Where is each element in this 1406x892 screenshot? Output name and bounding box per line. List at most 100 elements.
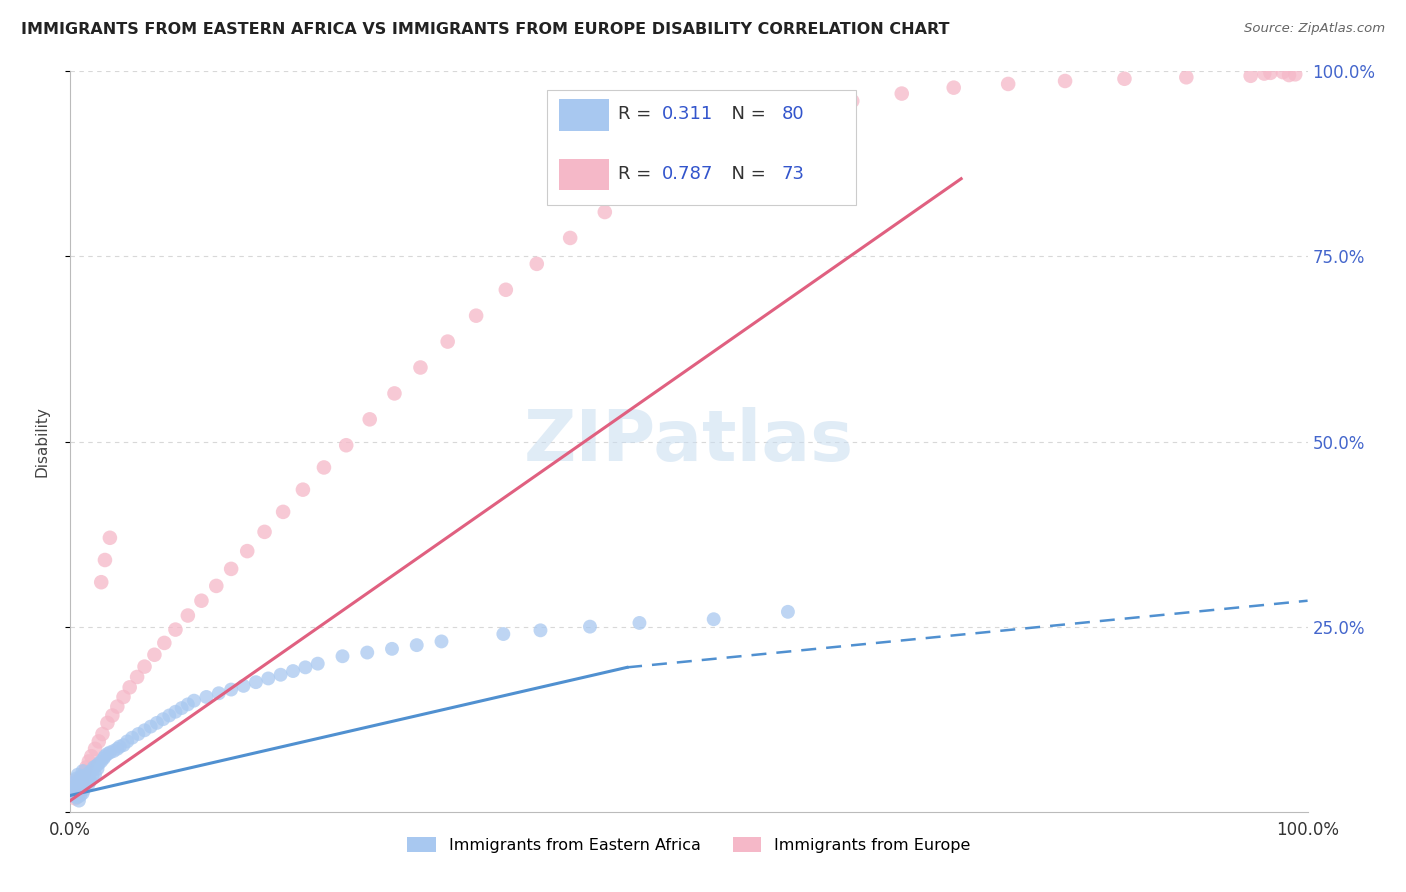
Point	[69, 772, 91, 786]
Point	[1054, 74, 1077, 88]
Point	[335, 438, 357, 452]
Point	[91, 727, 114, 741]
Point	[118, 681, 141, 695]
Point	[232, 679, 254, 693]
Point	[1175, 70, 1198, 85]
Point	[1240, 69, 1263, 83]
Point	[66, 789, 89, 804]
Point	[73, 767, 96, 781]
Point	[134, 659, 156, 673]
Text: IMMIGRANTS FROM EASTERN AFRICA VS IMMIGRANTS FROM EUROPE DISABILITY CORRELATION : IMMIGRANTS FROM EASTERN AFRICA VS IMMIGR…	[21, 22, 949, 37]
Point	[127, 670, 149, 684]
Point	[628, 615, 651, 630]
Point	[593, 205, 616, 219]
Point	[776, 605, 799, 619]
Point	[90, 755, 112, 769]
Point	[253, 524, 276, 539]
Point	[67, 784, 90, 798]
Point	[281, 664, 304, 678]
Point	[70, 778, 93, 792]
Point	[83, 760, 105, 774]
FancyBboxPatch shape	[547, 90, 856, 204]
Point	[152, 712, 174, 726]
FancyBboxPatch shape	[560, 100, 609, 130]
Point	[270, 667, 292, 681]
Point	[72, 773, 94, 788]
Point	[332, 649, 354, 664]
Point	[526, 257, 548, 271]
Point	[90, 575, 112, 590]
Point	[177, 698, 200, 712]
Point	[381, 641, 404, 656]
Point	[65, 775, 87, 789]
Point	[62, 784, 84, 798]
Point	[77, 755, 100, 769]
Point	[63, 776, 86, 790]
Point	[86, 762, 108, 776]
Point	[271, 505, 294, 519]
Point	[105, 699, 128, 714]
Point	[165, 623, 187, 637]
Point	[170, 701, 193, 715]
Point	[245, 675, 267, 690]
Point	[257, 672, 280, 686]
Point	[236, 544, 259, 558]
Point	[146, 715, 169, 730]
Point	[707, 138, 730, 153]
Point	[79, 773, 101, 788]
Point	[108, 739, 131, 754]
Point	[153, 636, 176, 650]
Point	[65, 789, 87, 804]
Point	[69, 780, 91, 795]
Point	[356, 646, 378, 660]
Point	[69, 789, 91, 803]
Point	[69, 773, 91, 788]
Point	[219, 682, 242, 697]
Point	[67, 784, 90, 798]
Point	[384, 386, 406, 401]
Point	[72, 786, 94, 800]
Point	[177, 608, 200, 623]
Point	[77, 766, 100, 780]
Text: 0.787: 0.787	[662, 164, 713, 183]
Point	[529, 624, 551, 638]
Point	[165, 705, 187, 719]
Point	[495, 283, 517, 297]
Point	[66, 786, 89, 800]
Text: Source: ZipAtlas.com: Source: ZipAtlas.com	[1244, 22, 1385, 36]
Point	[1271, 65, 1294, 79]
Point	[77, 776, 100, 790]
Point	[63, 779, 86, 793]
Point	[84, 741, 107, 756]
Point	[75, 779, 97, 793]
Point	[841, 94, 863, 108]
Point	[405, 638, 427, 652]
Point	[66, 767, 89, 781]
Point	[183, 694, 205, 708]
Point	[190, 593, 212, 607]
Point	[75, 760, 97, 774]
Point	[749, 120, 772, 134]
Point	[65, 772, 87, 786]
Point	[87, 756, 110, 771]
Point	[103, 744, 125, 758]
Point	[93, 751, 115, 765]
Legend: Immigrants from Eastern Africa, Immigrants from Europe: Immigrants from Eastern Africa, Immigran…	[401, 830, 977, 859]
Point	[127, 727, 149, 741]
Point	[703, 612, 725, 626]
FancyBboxPatch shape	[560, 159, 609, 190]
Point	[67, 776, 90, 790]
Point	[67, 794, 90, 808]
Point	[112, 690, 135, 704]
Point	[143, 648, 166, 662]
Point	[75, 764, 97, 778]
Point	[67, 776, 90, 790]
Point	[134, 723, 156, 738]
Point	[76, 772, 98, 786]
Point	[465, 309, 488, 323]
Point	[65, 773, 87, 788]
Point	[94, 749, 117, 764]
Point	[291, 483, 314, 497]
Point	[96, 747, 118, 761]
Point	[409, 360, 432, 375]
